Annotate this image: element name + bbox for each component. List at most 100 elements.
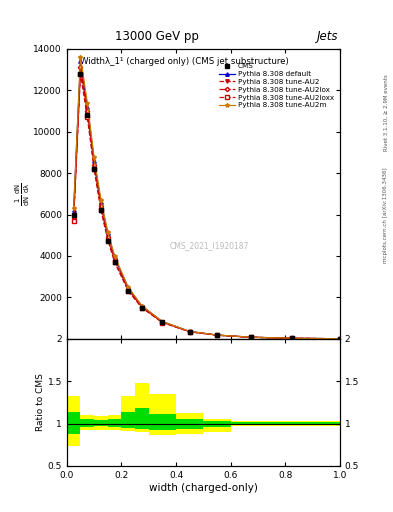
Line: Pythia 8.308 tune-AU2m: Pythia 8.308 tune-AU2m	[72, 55, 342, 341]
Pythia 8.308 default	[78, 58, 83, 64]
Line: Pythia 8.308 default: Pythia 8.308 default	[72, 59, 342, 340]
Text: Jets: Jets	[317, 30, 339, 43]
Pythia 8.308 tune-AU2	[140, 304, 144, 310]
Bar	[108, 419, 121, 427]
Pythia 8.308 tune-AU2m	[338, 336, 342, 342]
CMS	[71, 211, 76, 218]
Pythia 8.308 default	[112, 254, 117, 260]
Pythia 8.308 tune-AU2m	[249, 334, 253, 340]
Bar	[121, 412, 135, 428]
Pythia 8.308 default	[105, 230, 110, 236]
Pythia 8.308 tune-AU2	[290, 335, 294, 342]
Bar	[231, 421, 285, 426]
CMS	[249, 334, 253, 340]
Pythia 8.308 tune-AU2loxx	[85, 114, 90, 120]
Pythia 8.308 tune-AU2lox	[105, 234, 110, 241]
Pythia 8.308 tune-AU2m	[160, 318, 165, 325]
Pythia 8.308 default	[99, 199, 103, 205]
CMS	[160, 319, 165, 326]
Pythia 8.308 tune-AU2m	[126, 284, 130, 290]
Pythia 8.308 tune-AU2lox	[215, 332, 219, 338]
Legend: CMS, Pythia 8.308 default, Pythia 8.308 tune-AU2, Pythia 8.308 tune-AU2lox, Pyth: CMS, Pythia 8.308 default, Pythia 8.308 …	[217, 61, 336, 111]
CMS	[338, 336, 342, 342]
Text: 13000 GeV pp: 13000 GeV pp	[115, 30, 199, 43]
Pythia 8.308 tune-AU2loxx	[112, 259, 117, 265]
Pythia 8.308 tune-AU2m	[215, 332, 219, 338]
Line: Pythia 8.308 tune-AU2loxx: Pythia 8.308 tune-AU2loxx	[72, 72, 342, 340]
Pythia 8.308 tune-AU2	[338, 336, 342, 342]
CMS	[85, 112, 90, 118]
Pythia 8.308 tune-AU2lox	[92, 162, 97, 168]
Pythia 8.308 default	[249, 334, 253, 340]
CMS	[105, 239, 110, 245]
CMS	[78, 71, 83, 77]
Pythia 8.308 tune-AU2	[71, 216, 76, 222]
CMS	[112, 259, 117, 265]
Pythia 8.308 tune-AU2loxx	[78, 71, 83, 77]
Y-axis label: Ratio to CMS: Ratio to CMS	[36, 373, 45, 431]
CMS	[126, 288, 130, 294]
Pythia 8.308 tune-AU2	[85, 110, 90, 116]
Pythia 8.308 default	[290, 335, 294, 342]
Pythia 8.308 tune-AU2	[92, 164, 97, 170]
Line: Pythia 8.308 tune-AU2lox: Pythia 8.308 tune-AU2lox	[72, 66, 342, 340]
Bar	[94, 420, 108, 426]
Pythia 8.308 tune-AU2loxx	[338, 336, 342, 342]
Bar	[108, 415, 121, 431]
Pythia 8.308 tune-AU2	[160, 319, 165, 326]
Pythia 8.308 tune-AU2m	[105, 229, 110, 235]
CMS	[140, 305, 144, 311]
Pythia 8.308 tune-AU2loxx	[187, 329, 192, 335]
Pythia 8.308 tune-AU2	[78, 66, 83, 72]
Bar	[67, 412, 81, 434]
Text: CMS_2021_I1920187: CMS_2021_I1920187	[169, 242, 248, 250]
Pythia 8.308 default	[71, 207, 76, 214]
Pythia 8.308 tune-AU2	[215, 332, 219, 338]
Bar	[67, 396, 81, 445]
Pythia 8.308 default	[85, 103, 90, 110]
Pythia 8.308 default	[92, 158, 97, 164]
Pythia 8.308 tune-AU2m	[140, 303, 144, 309]
Pythia 8.308 tune-AU2m	[78, 54, 83, 60]
Pythia 8.308 tune-AU2m	[85, 99, 90, 105]
Bar	[204, 421, 231, 427]
Pythia 8.308 tune-AU2loxx	[105, 237, 110, 243]
X-axis label: width (charged-only): width (charged-only)	[149, 482, 258, 493]
CMS	[290, 335, 294, 342]
Line: CMS: CMS	[71, 71, 342, 341]
Bar	[149, 394, 176, 435]
Pythia 8.308 tune-AU2lox	[140, 304, 144, 310]
Pythia 8.308 tune-AU2lox	[249, 334, 253, 340]
Pythia 8.308 tune-AU2loxx	[160, 319, 165, 326]
Line: Pythia 8.308 tune-AU2: Pythia 8.308 tune-AU2	[72, 68, 342, 340]
Pythia 8.308 default	[140, 303, 144, 309]
Y-axis label: $\mathregular{\frac{1}{dN}\,\frac{dN}{d\lambda}}$: $\mathregular{\frac{1}{dN}\,\frac{dN}{d\…	[14, 182, 32, 206]
Pythia 8.308 tune-AU2	[99, 205, 103, 211]
Pythia 8.308 tune-AU2lox	[126, 287, 130, 293]
CMS	[99, 207, 103, 214]
CMS	[92, 166, 97, 172]
Pythia 8.308 tune-AU2	[105, 236, 110, 242]
Pythia 8.308 tune-AU2lox	[187, 329, 192, 335]
Bar	[94, 416, 108, 430]
Pythia 8.308 tune-AU2m	[92, 155, 97, 161]
Pythia 8.308 tune-AU2lox	[160, 319, 165, 325]
Text: Rivet 3.1.10, ≥ 2.9M events: Rivet 3.1.10, ≥ 2.9M events	[384, 74, 388, 151]
Bar	[176, 418, 204, 429]
Pythia 8.308 tune-AU2	[249, 334, 253, 340]
Pythia 8.308 tune-AU2lox	[290, 335, 294, 342]
Bar	[121, 396, 135, 431]
CMS	[215, 332, 219, 338]
Bar	[176, 413, 204, 434]
Bar	[231, 422, 285, 425]
Pythia 8.308 tune-AU2loxx	[215, 332, 219, 338]
Pythia 8.308 tune-AU2m	[187, 328, 192, 334]
Bar	[135, 409, 149, 429]
Text: mcplots.cern.ch [arXiv:1306.3436]: mcplots.cern.ch [arXiv:1306.3436]	[384, 167, 388, 263]
Bar	[135, 383, 149, 432]
Pythia 8.308 default	[187, 328, 192, 334]
Bar	[285, 422, 340, 425]
Bar	[81, 419, 94, 427]
Pythia 8.308 tune-AU2loxx	[290, 335, 294, 342]
Pythia 8.308 tune-AU2loxx	[71, 218, 76, 224]
